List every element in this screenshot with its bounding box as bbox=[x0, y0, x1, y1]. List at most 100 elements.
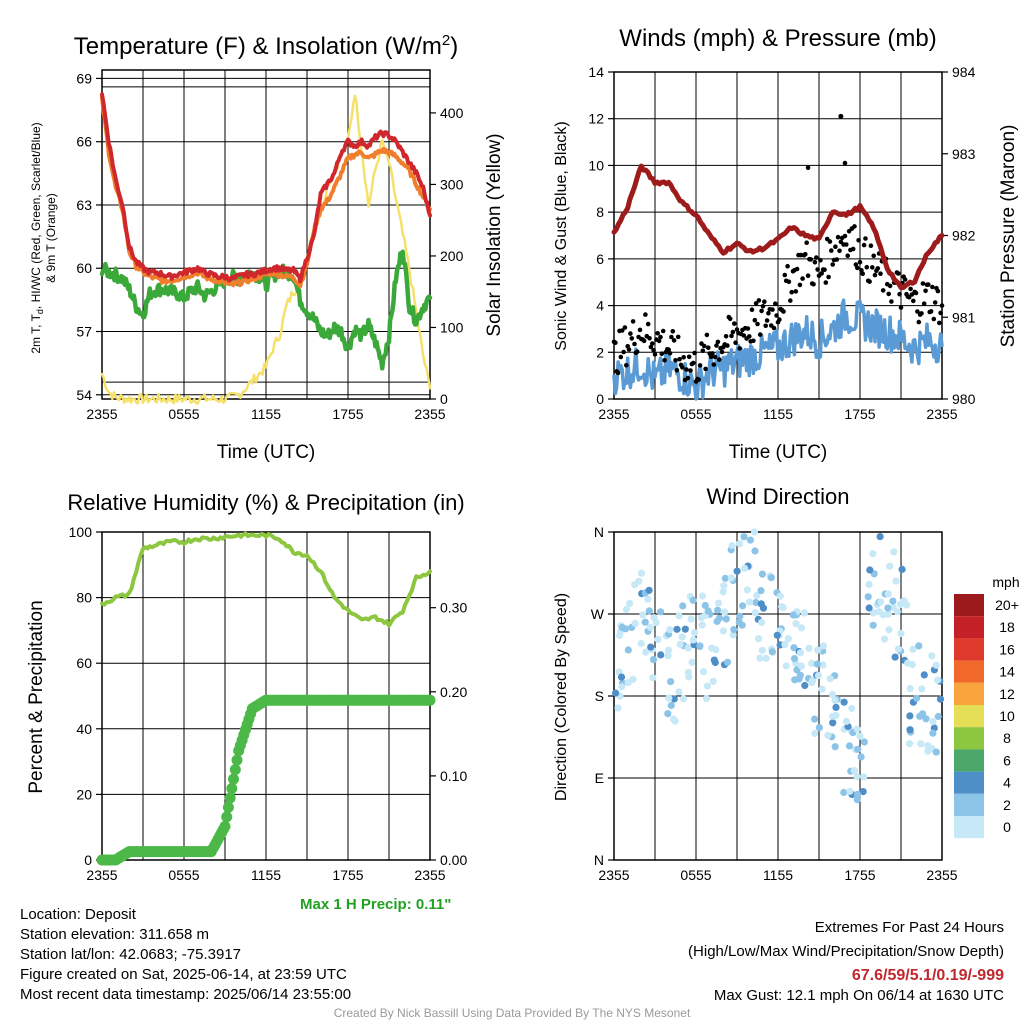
humidity-panel: Relative Humidity (%) & Precipitation (i… bbox=[26, 490, 465, 794]
direction-point bbox=[618, 623, 626, 632]
direction-point bbox=[642, 648, 650, 656]
gust-point bbox=[723, 334, 729, 339]
direction-point bbox=[789, 611, 797, 619]
direction-point bbox=[708, 644, 716, 652]
direction-point bbox=[681, 625, 689, 633]
gust-point bbox=[844, 242, 849, 247]
direction-point bbox=[768, 648, 777, 656]
direction-point bbox=[792, 620, 800, 628]
legend-label: 0 bbox=[1003, 819, 1011, 835]
direction-point bbox=[859, 788, 867, 796]
temperature-y2tick-label: 300 bbox=[440, 176, 464, 192]
direction-point bbox=[781, 640, 789, 649]
direction-point bbox=[892, 577, 900, 585]
direction-point bbox=[622, 605, 631, 614]
gust-point bbox=[697, 363, 703, 368]
gust-point bbox=[648, 344, 654, 350]
gust-point bbox=[618, 354, 624, 360]
direction-point bbox=[779, 604, 787, 612]
direction-point bbox=[866, 566, 874, 574]
winds-ylabel: Sonic Wind & Gust (Blue, Black) bbox=[553, 121, 570, 350]
humidity-xtick-label: 1755 bbox=[332, 867, 363, 883]
direction-point bbox=[856, 732, 864, 740]
precip-point bbox=[222, 801, 234, 813]
legend-swatch bbox=[954, 594, 984, 617]
direction-point bbox=[618, 683, 626, 691]
direction-point bbox=[908, 661, 916, 669]
direction-point bbox=[626, 599, 634, 608]
gust-point bbox=[700, 348, 706, 354]
gust-point bbox=[655, 331, 660, 336]
winds-y2tick-label: 980 bbox=[952, 391, 976, 407]
gust-point bbox=[785, 263, 790, 269]
gust-point bbox=[886, 291, 891, 297]
precip-point bbox=[221, 811, 233, 823]
direction-point bbox=[889, 597, 897, 605]
direction-point bbox=[869, 550, 877, 558]
direction-point bbox=[898, 565, 906, 574]
gust-point bbox=[760, 304, 766, 309]
direction-point bbox=[924, 747, 932, 755]
direction-point bbox=[915, 642, 923, 650]
direction-point bbox=[894, 645, 903, 653]
gust-point bbox=[921, 301, 927, 307]
legend-label: 14 bbox=[999, 664, 1015, 680]
direction-point bbox=[698, 621, 706, 629]
gust-point bbox=[930, 284, 935, 290]
direction-point bbox=[714, 606, 722, 614]
gust-point bbox=[684, 367, 689, 372]
direction-point bbox=[758, 570, 767, 578]
wind-direction-ytick-label: N bbox=[594, 524, 604, 540]
direction-point bbox=[637, 569, 646, 577]
gust-point bbox=[842, 233, 848, 239]
created-text: Figure created on Sat, 2025-06-14, at 23… bbox=[20, 966, 347, 983]
precip-point bbox=[229, 764, 241, 776]
direction-point bbox=[797, 624, 806, 632]
series-rh-line bbox=[100, 531, 432, 628]
direction-point bbox=[919, 710, 927, 718]
direction-point bbox=[690, 629, 699, 637]
location-text: Location: Deposit bbox=[20, 906, 136, 923]
direction-point bbox=[689, 596, 697, 604]
direction-point bbox=[884, 610, 893, 618]
gust-point bbox=[656, 338, 662, 344]
legend-unit: mph bbox=[992, 574, 1019, 590]
legend-label: 4 bbox=[1003, 775, 1011, 791]
gust-point bbox=[845, 253, 850, 258]
temperature-xtick-label: 2355 bbox=[86, 406, 117, 422]
direction-point bbox=[857, 753, 865, 761]
direction-point bbox=[652, 619, 660, 627]
humidity-xtick-label: 2355 bbox=[86, 867, 117, 883]
gust-point bbox=[935, 288, 941, 294]
gust-point bbox=[797, 282, 803, 288]
wind-direction-ytick-label: W bbox=[591, 606, 605, 622]
gust-point bbox=[703, 366, 708, 372]
direction-point bbox=[826, 675, 834, 683]
direction-point bbox=[670, 715, 678, 723]
gust-point bbox=[913, 290, 919, 296]
temperature-ytick-label: 66 bbox=[76, 134, 92, 150]
gust-point bbox=[624, 363, 629, 368]
direction-point bbox=[654, 635, 662, 644]
extremes-subtitle: (High/Low/Max Wind/Precipitation/Snow De… bbox=[688, 943, 1004, 960]
direction-point bbox=[664, 646, 673, 654]
gust-point bbox=[751, 338, 756, 344]
direction-point bbox=[698, 592, 707, 600]
wind-direction-xtick-label: 0555 bbox=[680, 867, 711, 883]
temperature-ytick-label: 60 bbox=[76, 260, 92, 276]
direction-point bbox=[679, 602, 687, 610]
direction-point bbox=[758, 618, 766, 627]
direction-point bbox=[617, 673, 626, 681]
humidity-y2tick-label: 0.20 bbox=[440, 684, 467, 700]
direction-point bbox=[784, 635, 793, 643]
winds-ytick-label: 0 bbox=[596, 391, 604, 407]
direction-point bbox=[929, 729, 937, 737]
direction-point bbox=[624, 646, 632, 654]
temperature-series bbox=[99, 92, 433, 405]
gust-point bbox=[756, 298, 762, 303]
gust-point bbox=[621, 349, 626, 355]
gust-point bbox=[867, 279, 872, 284]
max-gust-text: Max Gust: 12.1 mph On 06/14 at 1630 UTC bbox=[713, 987, 1004, 1004]
gust-point bbox=[889, 299, 894, 304]
gust-point bbox=[626, 347, 632, 352]
